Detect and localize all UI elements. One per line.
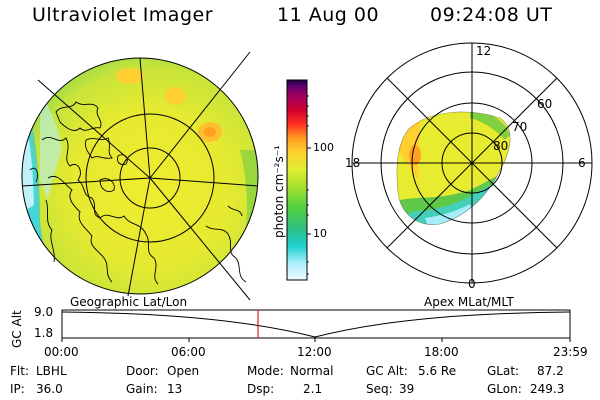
gc-alt-ylabel: GC Alt — [10, 310, 24, 348]
seq-value: 39 — [399, 382, 415, 396]
alt-tick-top: 9.0 — [34, 305, 54, 319]
altitude-trace — [61, 311, 571, 338]
alt-tick-bottom: 1.8 — [34, 326, 54, 340]
mlt-label-12: 12 — [476, 44, 492, 58]
colorbar-tick-10: 10 — [313, 227, 327, 240]
door-value: Open — [167, 364, 200, 378]
ip-label: IP: — [10, 382, 25, 396]
filter-label: Flt: — [10, 364, 29, 378]
dsp-label: Dsp: — [247, 382, 275, 396]
gain-label: Gain: — [126, 382, 158, 396]
date-label: 11 Aug 00 — [277, 4, 380, 26]
glon-value: 249.3 — [530, 382, 565, 396]
dsp-value: 2.1 — [303, 382, 323, 396]
colorbar-unit-label: photon cm⁻²s⁻¹ — [272, 145, 286, 238]
filter-value: LBHL — [36, 364, 67, 378]
colorbar-tick-100: 100 — [313, 141, 334, 154]
mlat-label-60: 60 — [537, 97, 553, 111]
seq-label: Seq: — [366, 382, 393, 396]
mlt-label-18: 18 — [345, 156, 361, 170]
gcalt-value: 5.6 Re — [418, 364, 457, 378]
mode-value: Normal — [290, 364, 334, 378]
mode-label: Mode: — [247, 364, 284, 378]
mlat-label-80: 80 — [493, 139, 509, 153]
glon-label: GLon: — [487, 382, 522, 396]
apex-label: Apex MLat/MLT — [424, 295, 514, 309]
gcalt-label: GC Alt: — [366, 364, 408, 378]
time-tick-1200: 12:00 — [297, 345, 332, 359]
time-tick-0600: 06:00 — [171, 345, 206, 359]
gain-value: 13 — [167, 382, 183, 396]
time-label: 09:24:08 UT — [430, 4, 553, 26]
ip-value: 36.0 — [36, 382, 63, 396]
time-tick-2359: 23:59 — [553, 345, 588, 359]
mlat-label-70: 70 — [512, 120, 528, 134]
glat-label: GLat: — [487, 364, 520, 378]
altitude-strip — [61, 309, 571, 342]
time-tick-0000: 00:00 — [44, 345, 79, 359]
time-tick-1800: 18:00 — [424, 345, 459, 359]
colorbar — [286, 79, 311, 281]
geographic-label: Geographic Lat/Lon — [70, 295, 188, 309]
instrument-title: Ultraviolet Imager — [32, 4, 214, 26]
mlt-label-0: 0 — [468, 277, 476, 291]
mlt-label-6: 6 — [578, 156, 586, 170]
polar-plot — [351, 42, 593, 284]
door-label: Door: — [126, 364, 159, 378]
glat-value: 87.2 — [537, 364, 564, 378]
geographic-image — [21, 51, 259, 301]
